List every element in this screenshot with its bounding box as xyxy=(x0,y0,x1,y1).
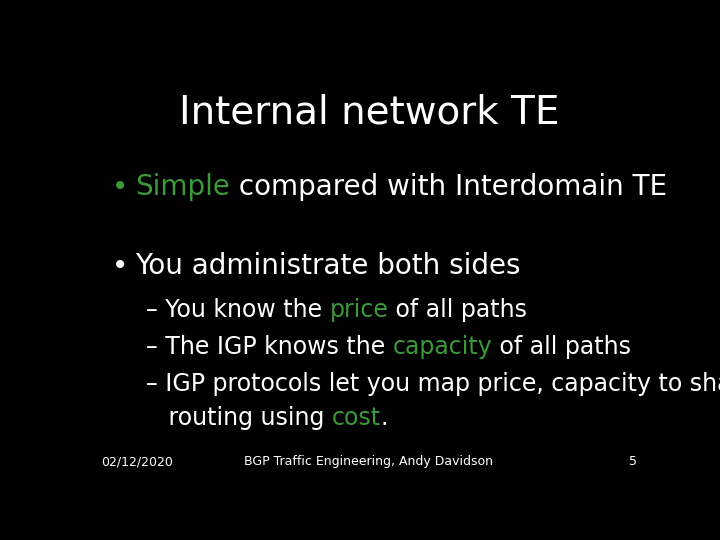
Text: •: • xyxy=(112,173,129,201)
Text: You administrate both sides: You administrate both sides xyxy=(135,252,520,280)
Text: of all paths: of all paths xyxy=(492,335,631,359)
Text: 5: 5 xyxy=(629,455,637,468)
Text: Simple: Simple xyxy=(135,173,230,201)
Text: of all paths: of all paths xyxy=(388,298,527,322)
Text: 02/12/2020: 02/12/2020 xyxy=(101,455,173,468)
Text: routing using: routing using xyxy=(145,406,332,430)
Text: compared with Interdomain TE: compared with Interdomain TE xyxy=(230,173,667,201)
Text: •: • xyxy=(112,252,129,280)
Text: BGP Traffic Engineering, Andy Davidson: BGP Traffic Engineering, Andy Davidson xyxy=(245,455,493,468)
Text: capacity: capacity xyxy=(392,335,492,359)
Text: Internal network TE: Internal network TE xyxy=(179,94,559,132)
Text: – The IGP knows the: – The IGP knows the xyxy=(145,335,392,359)
Text: – You know the: – You know the xyxy=(145,298,330,322)
Text: .: . xyxy=(381,406,388,430)
Text: price: price xyxy=(330,298,388,322)
Text: – IGP protocols let you map price, capacity to shape: – IGP protocols let you map price, capac… xyxy=(145,373,720,396)
Text: cost: cost xyxy=(332,406,381,430)
